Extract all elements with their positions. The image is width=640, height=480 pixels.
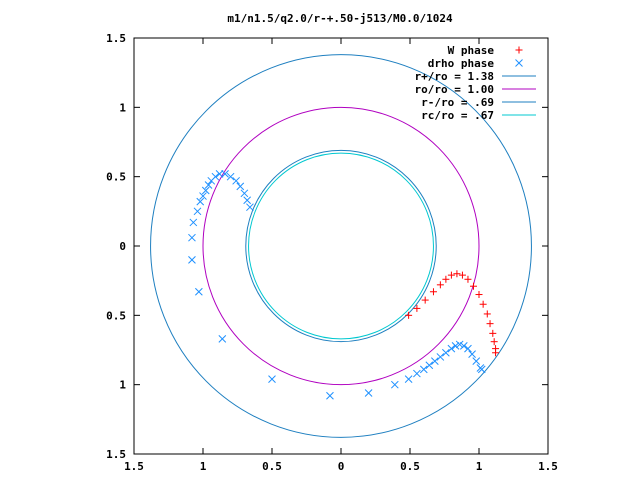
point-drho-22 bbox=[364, 389, 373, 397]
point-drho-33 bbox=[455, 340, 464, 349]
point-drho-32 bbox=[451, 341, 460, 350]
point-w-15 bbox=[489, 329, 497, 337]
y-tick-label: 1.5 bbox=[106, 32, 126, 45]
point-drho-20 bbox=[268, 375, 276, 383]
point-drho-2 bbox=[240, 189, 249, 198]
point-drho-28 bbox=[430, 357, 439, 365]
point-drho-6 bbox=[221, 170, 229, 178]
point-w-0 bbox=[405, 311, 413, 319]
point-w-2 bbox=[421, 296, 429, 304]
y-tick-label: 0 bbox=[119, 240, 126, 253]
axis-ticks: 1.5 1 0.5 0 0.5 1 1.51.510.500.511.5 bbox=[106, 32, 558, 473]
legend-label: ro/ro = 1.00 bbox=[415, 83, 494, 96]
legend-label: r+/ro = 1.38 bbox=[415, 70, 494, 83]
point-drho-9 bbox=[207, 176, 216, 185]
point-drho-37 bbox=[472, 357, 481, 365]
y-tick-label: 1.5 bbox=[106, 448, 126, 461]
point-w-12 bbox=[479, 300, 487, 308]
point-drho-25 bbox=[413, 369, 421, 378]
point-drho-5 bbox=[226, 172, 235, 181]
point-w-7 bbox=[453, 270, 461, 278]
point-drho-39 bbox=[477, 365, 486, 374]
point-w-11 bbox=[475, 291, 483, 299]
point-drho-16 bbox=[188, 233, 196, 242]
point-drho-1 bbox=[243, 196, 252, 205]
point-drho-17 bbox=[188, 256, 196, 264]
point-drho-36 bbox=[468, 350, 476, 359]
point-w-18 bbox=[492, 349, 500, 357]
x-tick-label: 0.5 bbox=[400, 460, 420, 473]
point-w-1 bbox=[413, 304, 421, 312]
point-group bbox=[188, 170, 500, 400]
point-w-3 bbox=[429, 288, 437, 296]
point-w-13 bbox=[483, 310, 491, 318]
circle-series-5 bbox=[248, 152, 434, 340]
point-drho-11 bbox=[201, 186, 210, 195]
point-drho-18 bbox=[195, 287, 203, 296]
point-drho-29 bbox=[436, 353, 445, 361]
point-drho-21 bbox=[326, 391, 334, 400]
point-drho-7 bbox=[215, 170, 224, 178]
point-drho-3 bbox=[236, 182, 245, 191]
point-drho-13 bbox=[196, 197, 205, 206]
point-drho-19 bbox=[218, 335, 227, 343]
point-w-16 bbox=[490, 338, 498, 346]
point-drho-30 bbox=[442, 348, 450, 357]
point-w-4 bbox=[436, 281, 444, 289]
point-w-6 bbox=[447, 271, 455, 279]
point-drho-10 bbox=[204, 181, 213, 189]
y-tick-label: 0.5 bbox=[106, 309, 126, 322]
point-drho-34 bbox=[459, 341, 468, 350]
point-drho-14 bbox=[193, 207, 202, 216]
y-tick-label: 1 bbox=[119, 101, 126, 114]
chart-title: m1/n1.5/q2.0/r-+.50-j513/M0.0/1024 bbox=[227, 12, 453, 25]
legend-marker bbox=[515, 46, 523, 54]
circle-group bbox=[150, 54, 532, 438]
point-drho-23 bbox=[390, 380, 399, 389]
y-tick-label: 1 bbox=[119, 379, 126, 392]
x-tick-label: 0 bbox=[338, 460, 345, 473]
point-drho-26 bbox=[419, 365, 428, 374]
point-drho-24 bbox=[404, 375, 413, 383]
legend-label: rc/ro = .67 bbox=[421, 109, 494, 122]
point-w-5 bbox=[442, 275, 450, 283]
point-drho-0 bbox=[246, 203, 254, 212]
y-tick-label: 0.5 bbox=[106, 171, 126, 184]
legend-label: drho phase bbox=[428, 57, 495, 70]
point-drho-15 bbox=[189, 218, 198, 227]
point-w-8 bbox=[458, 271, 466, 279]
point-drho-27 bbox=[425, 361, 434, 370]
point-w-9 bbox=[464, 275, 472, 283]
circle-series-3 bbox=[202, 106, 480, 386]
legend-marker bbox=[515, 59, 523, 67]
circle-series-4 bbox=[245, 149, 437, 343]
point-w-14 bbox=[486, 320, 494, 328]
x-tick-label: 1 bbox=[476, 460, 483, 473]
point-drho-31 bbox=[447, 344, 456, 353]
x-tick-label: 0.5 bbox=[262, 460, 282, 473]
legend-label: W phase bbox=[448, 44, 495, 57]
circle-series-2 bbox=[150, 54, 532, 438]
x-tick-label: 1 bbox=[200, 460, 207, 473]
point-w-10 bbox=[469, 282, 477, 290]
point-drho-4 bbox=[232, 176, 240, 185]
x-tick-label: 1.5 bbox=[124, 460, 144, 473]
x-tick-label: 1.5 bbox=[538, 460, 558, 473]
legend-label: r-/ro = .69 bbox=[421, 96, 494, 109]
point-drho-35 bbox=[464, 344, 472, 353]
point-drho-12 bbox=[199, 192, 207, 200]
